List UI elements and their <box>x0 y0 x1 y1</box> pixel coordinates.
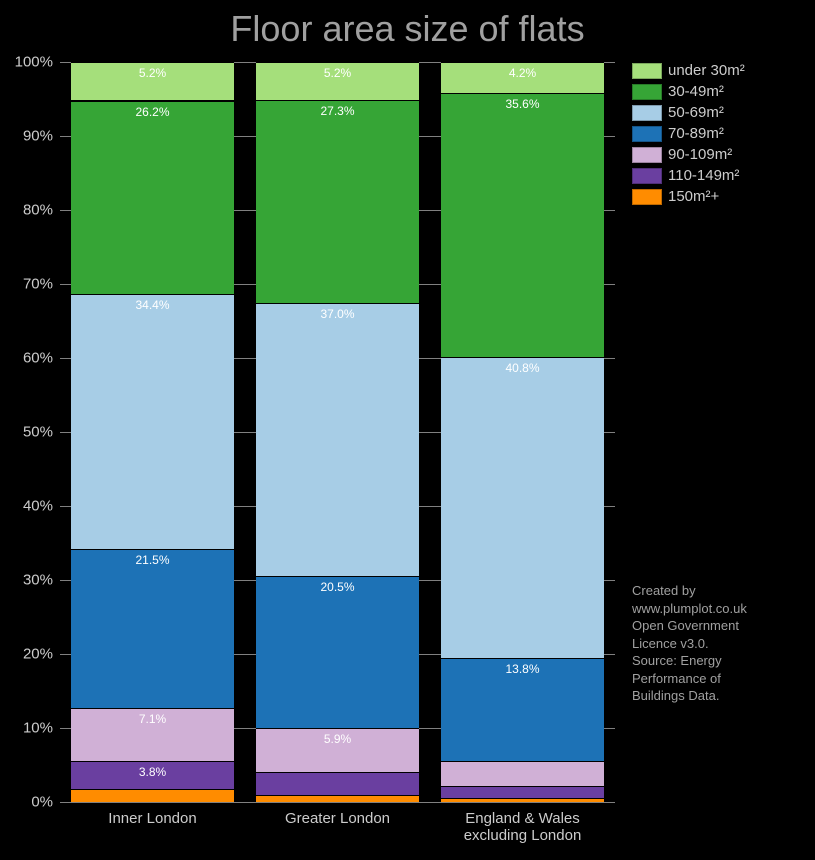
legend-swatch <box>632 189 662 205</box>
segment-label: 20.5% <box>256 580 419 594</box>
bar-segment-150plus <box>256 795 419 802</box>
bar-segment-50_69: 34.4% <box>71 294 234 549</box>
segment-label: 5.2% <box>71 66 234 80</box>
bar-segment-50_69: 40.8% <box>441 357 604 659</box>
segment-label: 21.5% <box>71 553 234 567</box>
bar-segment-90_109 <box>441 761 604 786</box>
y-tick-label: 30% <box>5 572 53 589</box>
legend: under 30m² 30-49m² 50-69m² 70-89m² 90-109m² 1… <box>632 62 745 209</box>
chart-title: Floor area size of flats <box>0 8 815 50</box>
x-category-label: Greater London <box>245 810 430 827</box>
legend-label: 50-69m² <box>668 104 724 121</box>
bar-segment-70_89: 21.5% <box>71 549 234 708</box>
y-tick-label: 40% <box>5 498 53 515</box>
bar-segment-90_109: 7.1% <box>71 708 234 761</box>
legend-item-50_69: 50-69m² <box>632 104 745 121</box>
segment-label: 37.0% <box>256 307 419 321</box>
segment-label: 26.2% <box>71 105 234 119</box>
bar-segment-110_149 <box>256 772 419 795</box>
credit-text: Created bywww.plumplot.co.ukOpen Governm… <box>632 582 747 705</box>
y-tick-label: 0% <box>5 794 53 811</box>
segment-label: 3.8% <box>71 765 234 779</box>
bar-segment-30_49: 26.2% <box>71 101 234 295</box>
bar-column: 5.9% 20.5% 37.0% 27.3% 5.2% <box>256 62 419 802</box>
legend-item-110_149: 110-149m² <box>632 167 745 184</box>
segment-label: 4.2% <box>441 66 604 80</box>
x-category-label: England & Walesexcluding London <box>430 810 615 844</box>
legend-item-90_109: 90-109m² <box>632 146 745 163</box>
bar-segment-70_89: 13.8% <box>441 658 604 760</box>
y-tick-label: 100% <box>5 54 53 71</box>
legend-swatch <box>632 168 662 184</box>
bar-segment-90_109: 5.9% <box>256 728 419 772</box>
segment-label: 13.8% <box>441 662 604 676</box>
legend-item-under30: under 30m² <box>632 62 745 79</box>
y-gridline <box>60 802 615 803</box>
bar-column: 13.8% 40.8% 35.6% 4.2% <box>441 62 604 802</box>
y-tick-label: 70% <box>5 276 53 293</box>
bar-segment-under30: 5.2% <box>256 62 419 100</box>
legend-label: 150m²+ <box>668 188 719 205</box>
legend-label: 30-49m² <box>668 83 724 100</box>
legend-swatch <box>632 147 662 163</box>
bar-segment-30_49: 27.3% <box>256 100 419 302</box>
legend-swatch <box>632 126 662 142</box>
bar-column: 3.8% 7.1% 21.5% 34.4% 26.2% 5.2% <box>71 62 234 802</box>
plot-area: 0%10%20%30%40%50%60%70%80%90%100%Inner L… <box>60 62 615 802</box>
legend-swatch <box>632 63 662 79</box>
segment-label: 5.9% <box>256 732 419 746</box>
y-tick-label: 60% <box>5 350 53 367</box>
bar-segment-under30: 4.2% <box>441 62 604 93</box>
y-tick-label: 80% <box>5 202 53 219</box>
segment-label: 35.6% <box>441 97 604 111</box>
chart-root: Floor area size of flats 0%10%20%30%40%5… <box>0 0 815 860</box>
legend-label: 90-109m² <box>668 146 732 163</box>
bar-segment-110_149: 3.8% <box>71 761 234 789</box>
segment-label: 7.1% <box>71 712 234 726</box>
bar-segment-150plus <box>71 789 234 802</box>
y-tick-label: 50% <box>5 424 53 441</box>
segment-label: 34.4% <box>71 298 234 312</box>
legend-swatch <box>632 105 662 121</box>
segment-label: 5.2% <box>256 66 419 80</box>
y-tick-label: 90% <box>5 128 53 145</box>
bar-segment-50_69: 37.0% <box>256 303 419 577</box>
bar-segment-150plus <box>441 798 604 802</box>
bar-segment-110_149 <box>441 786 604 798</box>
legend-label: under 30m² <box>668 62 745 79</box>
segment-label: 40.8% <box>441 361 604 375</box>
legend-item-30_49: 30-49m² <box>632 83 745 100</box>
legend-swatch <box>632 84 662 100</box>
legend-label: 70-89m² <box>668 125 724 142</box>
bar-segment-70_89: 20.5% <box>256 576 419 728</box>
x-category-label: Inner London <box>60 810 245 827</box>
y-tick-label: 20% <box>5 646 53 663</box>
bar-segment-30_49: 35.6% <box>441 93 604 356</box>
legend-item-70_89: 70-89m² <box>632 125 745 142</box>
segment-label: 27.3% <box>256 104 419 118</box>
legend-label: 110-149m² <box>668 167 739 184</box>
legend-item-150plus: 150m²+ <box>632 188 745 205</box>
bar-segment-under30: 5.2% <box>71 62 234 100</box>
y-tick-label: 10% <box>5 720 53 737</box>
